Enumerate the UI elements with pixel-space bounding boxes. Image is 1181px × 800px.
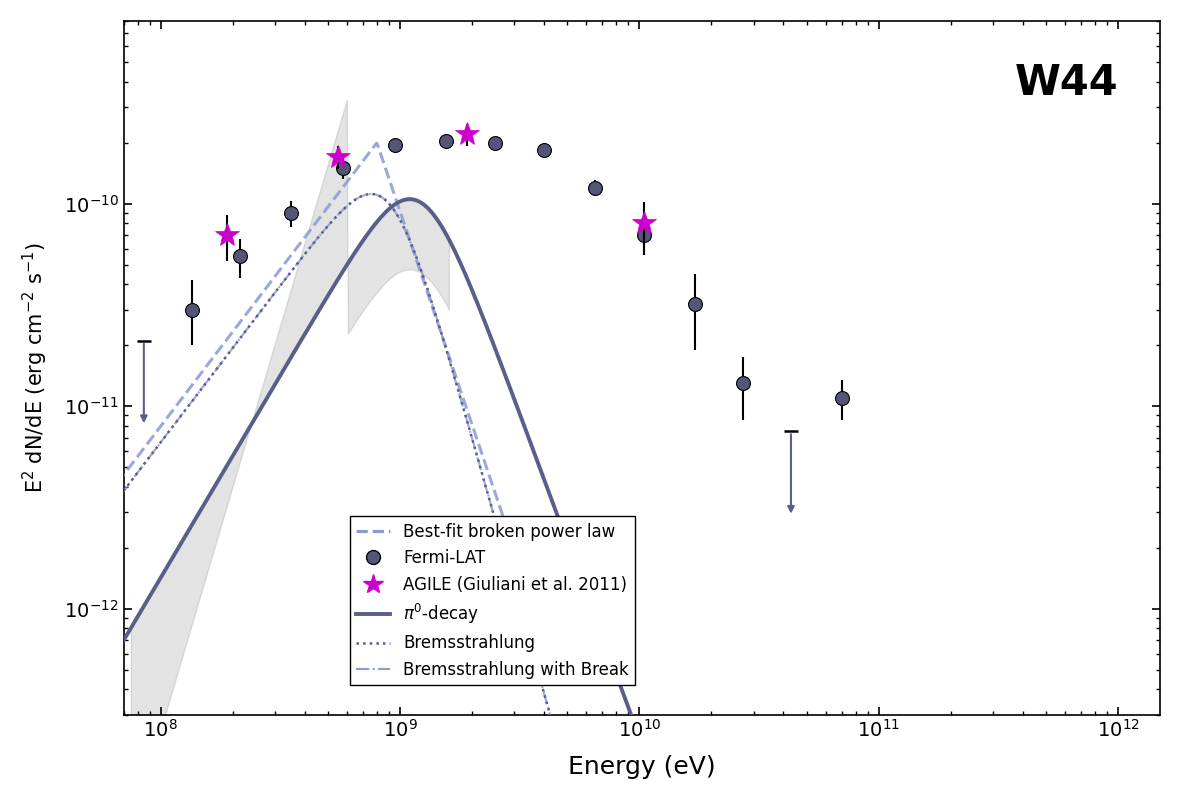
Text: W44: W44 — [1014, 62, 1118, 105]
X-axis label: Energy (eV): Energy (eV) — [568, 755, 716, 779]
Y-axis label: E$^2$ dN/dE (erg cm$^{-2}$ s$^{-1}$): E$^2$ dN/dE (erg cm$^{-2}$ s$^{-1}$) — [21, 242, 50, 493]
Legend: Best-fit broken power law, Fermi-LAT, AGILE (Giuliani et al. 2011), $\pi^0$-deca: Best-fit broken power law, Fermi-LAT, AG… — [350, 516, 635, 686]
